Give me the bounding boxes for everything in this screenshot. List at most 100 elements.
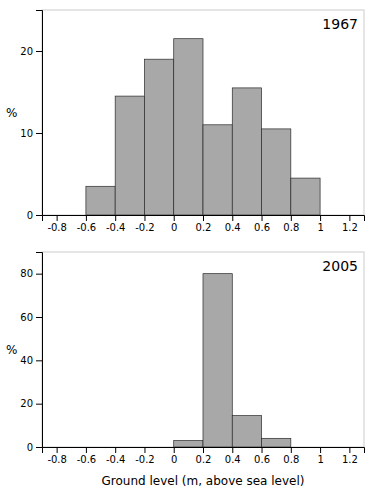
x-tick: 0.2	[196, 447, 212, 465]
y-axis: 0 20 40 60 80	[20, 253, 42, 453]
y-tick-label: 40	[20, 355, 33, 366]
x-tick-label: 0.6	[254, 454, 270, 465]
x-tick-mark	[320, 447, 321, 453]
panel: -0.8-0.6-0.4-0.200.20.40.60.811.201020%1…	[6, 10, 365, 233]
x-tick: 1.2	[342, 447, 358, 465]
y-tick-mark	[36, 360, 42, 361]
x-tick-mark	[203, 215, 204, 221]
histogram-bar	[144, 447, 173, 448]
x-tick-label: -0.8	[47, 454, 67, 465]
y-tick: 80	[20, 268, 42, 279]
x-tick-label: -0.4	[106, 222, 126, 233]
x-tick-label: 0.4	[225, 222, 241, 233]
x-tick-label: 1	[317, 222, 323, 233]
histogram-bar	[144, 59, 173, 215]
x-tick: -0.4	[106, 447, 126, 465]
histogram-bar	[174, 441, 203, 448]
histogram-bar	[291, 447, 320, 448]
y-tick: 0	[27, 442, 42, 453]
y-tick-mark	[36, 215, 42, 216]
y-tick-label: 20	[20, 398, 33, 409]
y-tick-label: 60	[20, 312, 33, 323]
x-tick: 0.8	[283, 447, 299, 465]
y-tick-label: 80	[20, 268, 33, 279]
x-tick-label: -0.2	[135, 454, 155, 465]
x-tick: 0	[171, 447, 177, 465]
x-axis-line	[43, 448, 365, 454]
x-tick-label: -0.4	[106, 454, 126, 465]
x-tick-label: -0.2	[135, 222, 155, 233]
x-tick-mark	[349, 215, 350, 221]
y-tick: 60	[20, 312, 42, 323]
histogram-bar	[203, 274, 232, 447]
x-tick-mark	[174, 215, 175, 221]
histogram-bar	[115, 447, 144, 448]
x-tick: 0.2	[196, 215, 212, 233]
y-tick-mark	[36, 404, 42, 405]
plot-frame	[42, 252, 364, 447]
x-tick-mark	[232, 447, 233, 453]
x-axis-title: Ground level (m, above sea level)	[102, 474, 305, 488]
x-tick-mark	[203, 447, 204, 453]
y-axis: 0 10 20	[20, 11, 42, 221]
y-tick: 40	[20, 355, 42, 366]
x-tick-mark	[57, 447, 58, 453]
histogram-bar	[174, 39, 203, 215]
histogram-bar	[262, 438, 291, 447]
x-tick: -0.8	[47, 447, 67, 465]
y-axis-line	[36, 253, 43, 448]
x-tick: 0.6	[254, 447, 270, 465]
panel-title: 1967	[322, 16, 358, 32]
x-tick: 1	[317, 215, 323, 233]
x-tick-label: 0.6	[254, 222, 270, 233]
x-tick: -0.2	[135, 447, 155, 465]
x-tick: -0.2	[135, 215, 155, 233]
y-tick: 10	[20, 128, 42, 139]
x-tick-mark	[115, 447, 116, 453]
histogram-bar	[232, 416, 261, 447]
bars	[174, 274, 291, 447]
y-tick-label: 10	[20, 128, 33, 139]
x-tick-mark	[115, 215, 116, 221]
histogram-bar	[115, 96, 144, 215]
x-tick: 0.4	[225, 215, 241, 233]
x-tick-mark	[349, 447, 350, 453]
plot-frame	[42, 10, 364, 215]
x-tick-mark	[174, 447, 175, 453]
y-tick: 20	[20, 398, 42, 409]
x-tick-mark	[320, 215, 321, 221]
x-tick-label: 1	[317, 454, 323, 465]
chart-root: -0.8-0.6-0.4-0.200.20.40.60.811.201020%1…	[0, 0, 378, 500]
x-tick-label: -0.6	[77, 222, 97, 233]
histogram-bar	[57, 447, 86, 448]
x-tick-label: 0.4	[225, 454, 241, 465]
y-tick: 20	[20, 46, 42, 57]
histogram-bar	[86, 186, 115, 215]
x-tick: 0	[171, 215, 177, 233]
y-tick-mark	[36, 447, 42, 448]
y-tick-label: 0	[27, 210, 33, 221]
x-tick: -0.6	[77, 447, 97, 465]
panel-title: 2005	[322, 258, 358, 274]
x-tick-label: 0.2	[196, 222, 212, 233]
y-axis-title: %	[6, 106, 17, 120]
x-tick-label: 0	[171, 222, 177, 233]
x-tick-mark	[262, 447, 263, 453]
x-tick-label: 0.8	[283, 222, 299, 233]
x-tick-label: 0	[171, 454, 177, 465]
x-tick-label: 0.2	[196, 454, 212, 465]
y-axis-line	[36, 11, 43, 216]
x-tick: 0.8	[283, 215, 299, 233]
x-tick: 1.2	[342, 215, 358, 233]
x-tick-label: 1.2	[342, 454, 358, 465]
y-tick: 0	[27, 210, 42, 221]
x-tick-label: -0.6	[77, 454, 97, 465]
bars	[86, 39, 320, 215]
histogram-bar	[291, 178, 320, 215]
y-tick-label: 0	[27, 442, 33, 453]
histogram-bar	[86, 447, 115, 448]
panel: -0.8 -0.6 -0.4 -0.2 0 0.2 0.4 0.6 0.8 1 1.2 0 20 40 60…	[6, 252, 365, 488]
x-axis: -0.8-0.6-0.4-0.200.20.40.60.811.2	[43, 215, 365, 233]
x-tick: 0.4	[225, 447, 241, 465]
histogram-bar	[232, 88, 261, 215]
